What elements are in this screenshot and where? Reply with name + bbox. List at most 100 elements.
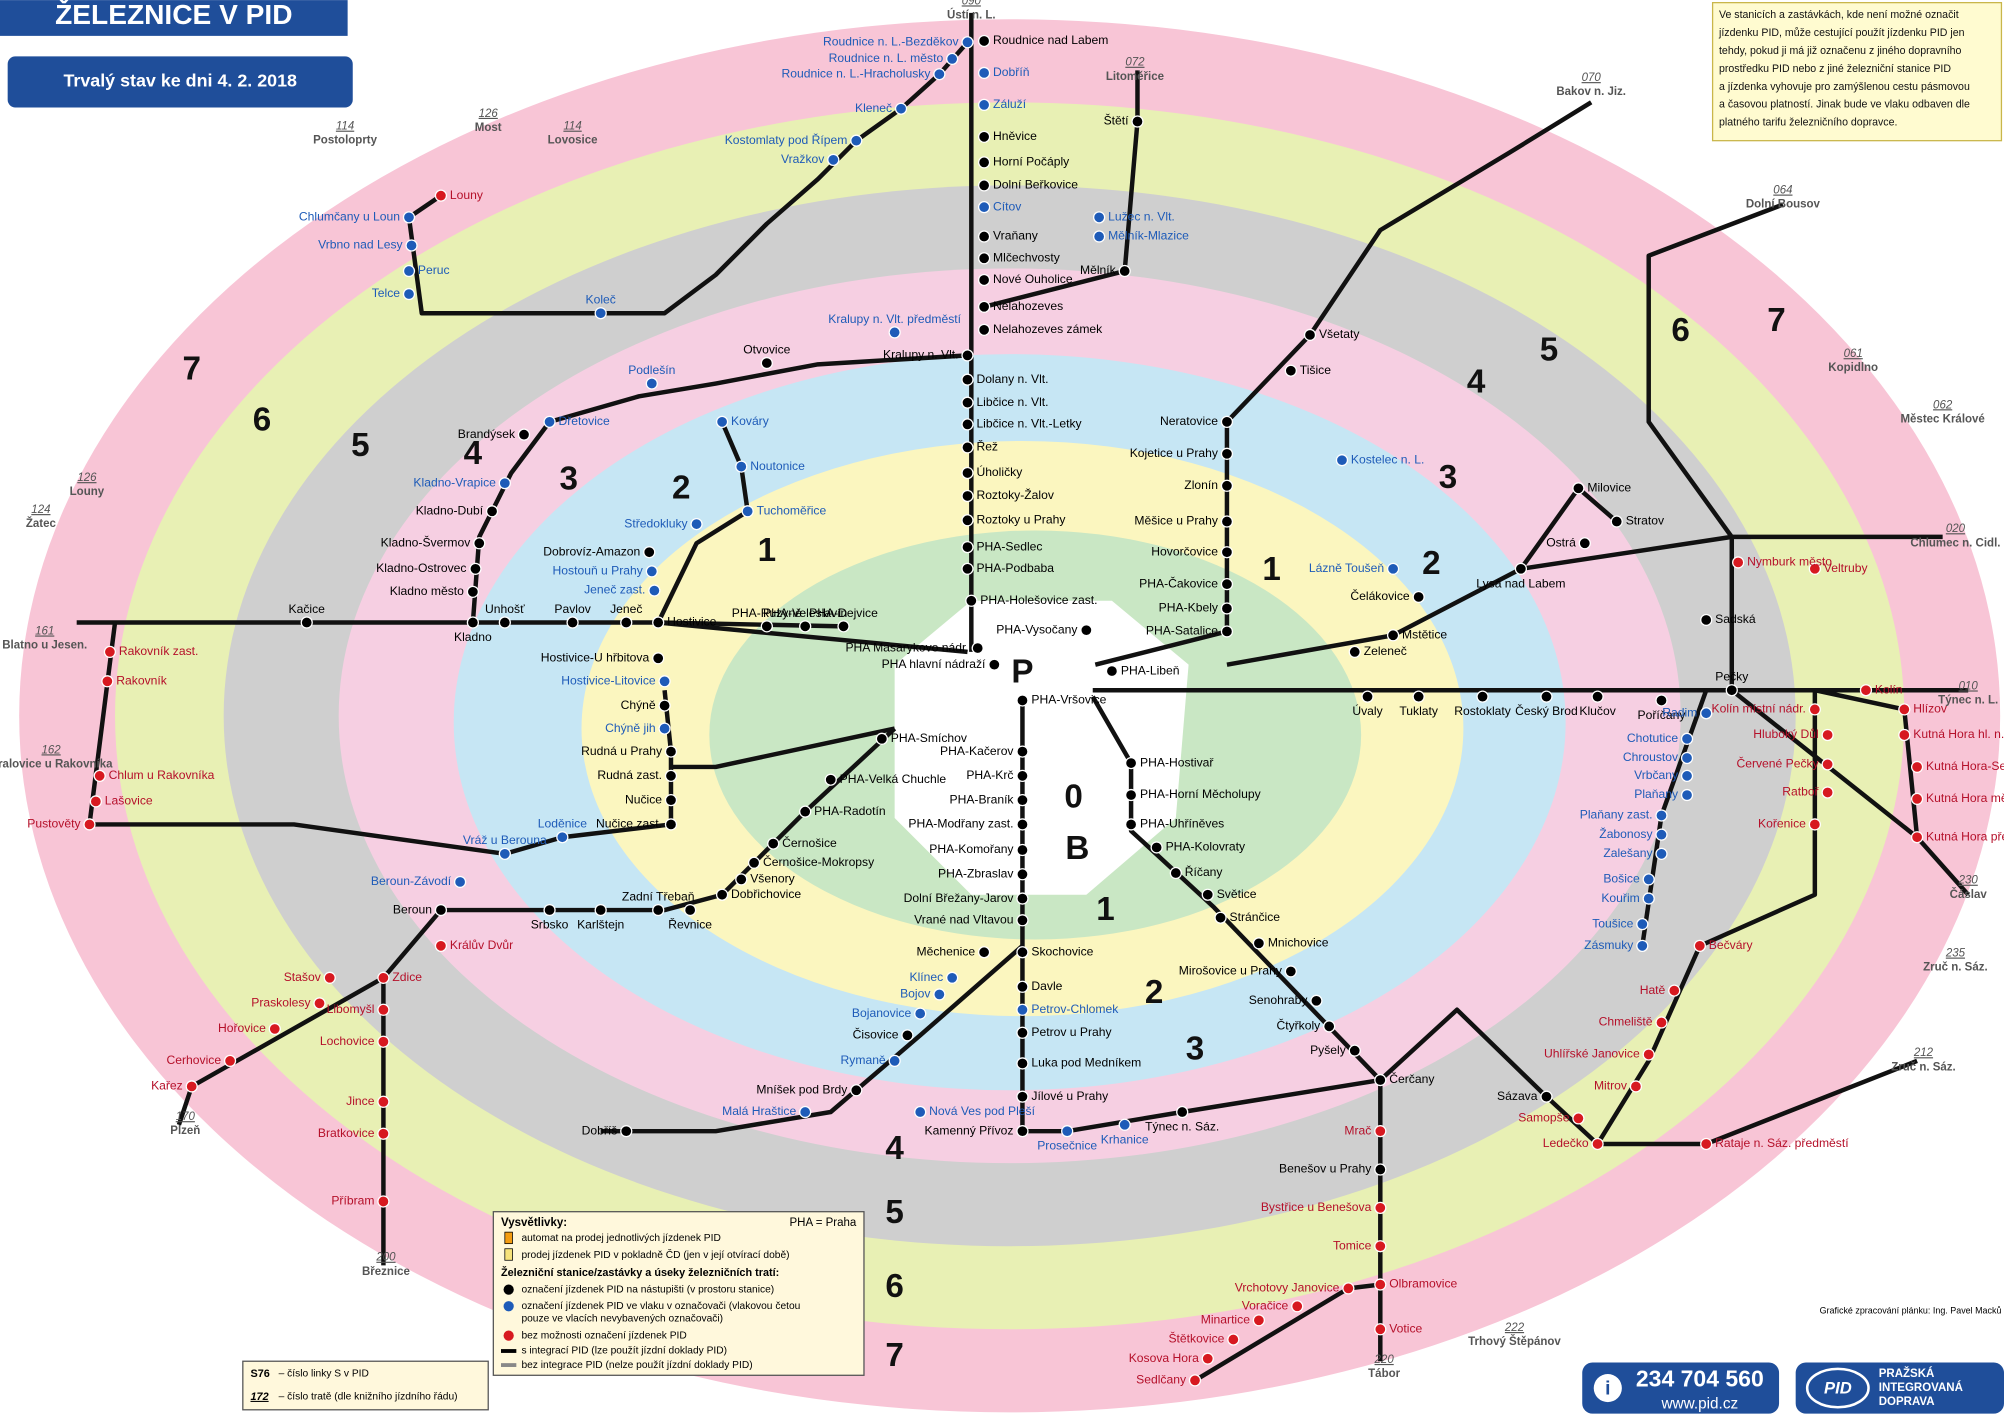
station-label: Kleneč (855, 101, 892, 115)
station-dot (1860, 685, 1871, 696)
station-label: Cerhovice (167, 1053, 222, 1067)
station-dot (435, 190, 446, 201)
station-label: Bošice (1603, 872, 1640, 886)
zone-number: 2 (1422, 545, 1440, 582)
station-label: Olbramovice (1389, 1277, 1457, 1291)
station-dot (324, 972, 335, 983)
station-dot (1682, 752, 1693, 763)
station-dot (1573, 1113, 1584, 1124)
station-dot (470, 563, 481, 574)
station-label: PHA-Kbely (1159, 601, 1219, 615)
station-dot (1126, 819, 1137, 830)
station-label: Stratov (1626, 514, 1665, 528)
web: www.pid.cz (1660, 1396, 1738, 1413)
direction-track: 230 (1958, 875, 1979, 887)
zone-number: 3 (559, 460, 577, 497)
station-dot (1656, 695, 1667, 706)
station-label: Všenory (750, 872, 795, 886)
station-label: Jeneč (610, 602, 642, 616)
station-label: Ratboř (1782, 785, 1819, 799)
legend-item: s integrací PID (lze použít jízdní dokla… (521, 1346, 727, 1357)
zone-number: 1 (1262, 551, 1280, 588)
direction-track: 161 (35, 625, 54, 637)
station-label: Telce (372, 286, 401, 300)
station-dot (1221, 448, 1232, 459)
station-label: Roztoky-Žalov (976, 487, 1054, 502)
station-label: Čerčany (1389, 1071, 1435, 1086)
station-dot (1912, 793, 1923, 804)
station-label: Kostomlaty pod Řípem (725, 132, 848, 147)
direction-track: 064 (1773, 185, 1792, 197)
station-label: Lázně Toušeň (1309, 561, 1384, 575)
station-dot (653, 617, 664, 628)
station-label: Řež (976, 439, 998, 454)
station-label: Kořenice (1758, 817, 1806, 831)
station-dot (1017, 1091, 1028, 1102)
notice-line: jízdenku PID, může cestující použít jízd… (1718, 27, 1965, 39)
station-dot (736, 874, 747, 885)
station-dot (1305, 329, 1316, 340)
station-dot (1221, 626, 1232, 637)
station-label: Hostouň u Prahy (553, 564, 644, 578)
station-dot (474, 538, 485, 549)
station-dot (1822, 729, 1833, 740)
station-dot (1221, 416, 1232, 427)
key-code: 172 (251, 1391, 269, 1403)
station-label: Cítov (993, 199, 1022, 213)
station-label: PHA-Vysočany (996, 622, 1078, 636)
station-label: Mělník (1080, 263, 1117, 277)
station-dot (761, 358, 772, 369)
direction-name: Tábor (1368, 1368, 1400, 1380)
phone: 234 704 560 (1636, 1365, 1764, 1391)
station-dot (1899, 704, 1910, 715)
station-dot (1656, 848, 1667, 859)
station-dot (1017, 1027, 1028, 1038)
station-dot (989, 659, 1000, 670)
station-dot (1592, 691, 1603, 702)
station-label: Sedlčany (1136, 1373, 1187, 1387)
station-dot (1017, 695, 1028, 706)
station-label: Roudnice n. L.-Hracholusky (781, 66, 931, 80)
station-label: Otvovice (743, 342, 790, 356)
station-label: Roudnice nad Labem (993, 33, 1108, 47)
station-dot (962, 490, 973, 501)
station-label: Chlum u Rakovníka (109, 768, 215, 782)
station-label: Plaňany zast. (1580, 808, 1653, 822)
station-dot (1643, 893, 1654, 904)
zone-number: 5 (1540, 331, 1558, 368)
station-label: Nelahozeves zámek (993, 322, 1103, 336)
zone-number: 7 (182, 351, 200, 388)
station-dot (1106, 666, 1117, 677)
station-dot (378, 1128, 389, 1139)
station-label: Koleč (586, 293, 616, 307)
subtitle: Trvalý stav ke dni 4. 2. 2018 (63, 71, 297, 91)
station-label: Mirošovice u Prahy (1179, 964, 1283, 978)
station-dot (1017, 893, 1028, 904)
station-label: Tišice (1300, 363, 1331, 377)
station-dot (851, 1085, 862, 1096)
station-dot (467, 586, 478, 597)
station-dot (979, 274, 990, 285)
station-label: Bojanovice (852, 1006, 912, 1020)
legend-abbr: PHA = Praha (789, 1217, 856, 1229)
station-dot (889, 1055, 900, 1066)
station-label: Bojov (900, 987, 931, 1001)
station-dot (979, 131, 990, 142)
station-label: PHA-Kačerov (940, 744, 1014, 758)
station-dot (1202, 1353, 1213, 1364)
station-dot (1701, 708, 1712, 719)
station-dot (1388, 563, 1399, 574)
station-dot (736, 461, 747, 472)
station-dot (962, 397, 973, 408)
station-label: Vrchotovy Janovice (1235, 1281, 1340, 1295)
station-label: Říčany (1185, 864, 1224, 879)
station-label: Libčice n. Vlt. (976, 395, 1048, 409)
zone-number: 0 (1064, 779, 1082, 816)
station-dot (1637, 919, 1648, 930)
station-dot (225, 1055, 236, 1066)
station-dot (435, 940, 446, 951)
station-dot (1017, 915, 1028, 926)
direction-track: 070 (1582, 72, 1602, 84)
station-dot (621, 617, 632, 628)
station-dot (1375, 1164, 1386, 1175)
